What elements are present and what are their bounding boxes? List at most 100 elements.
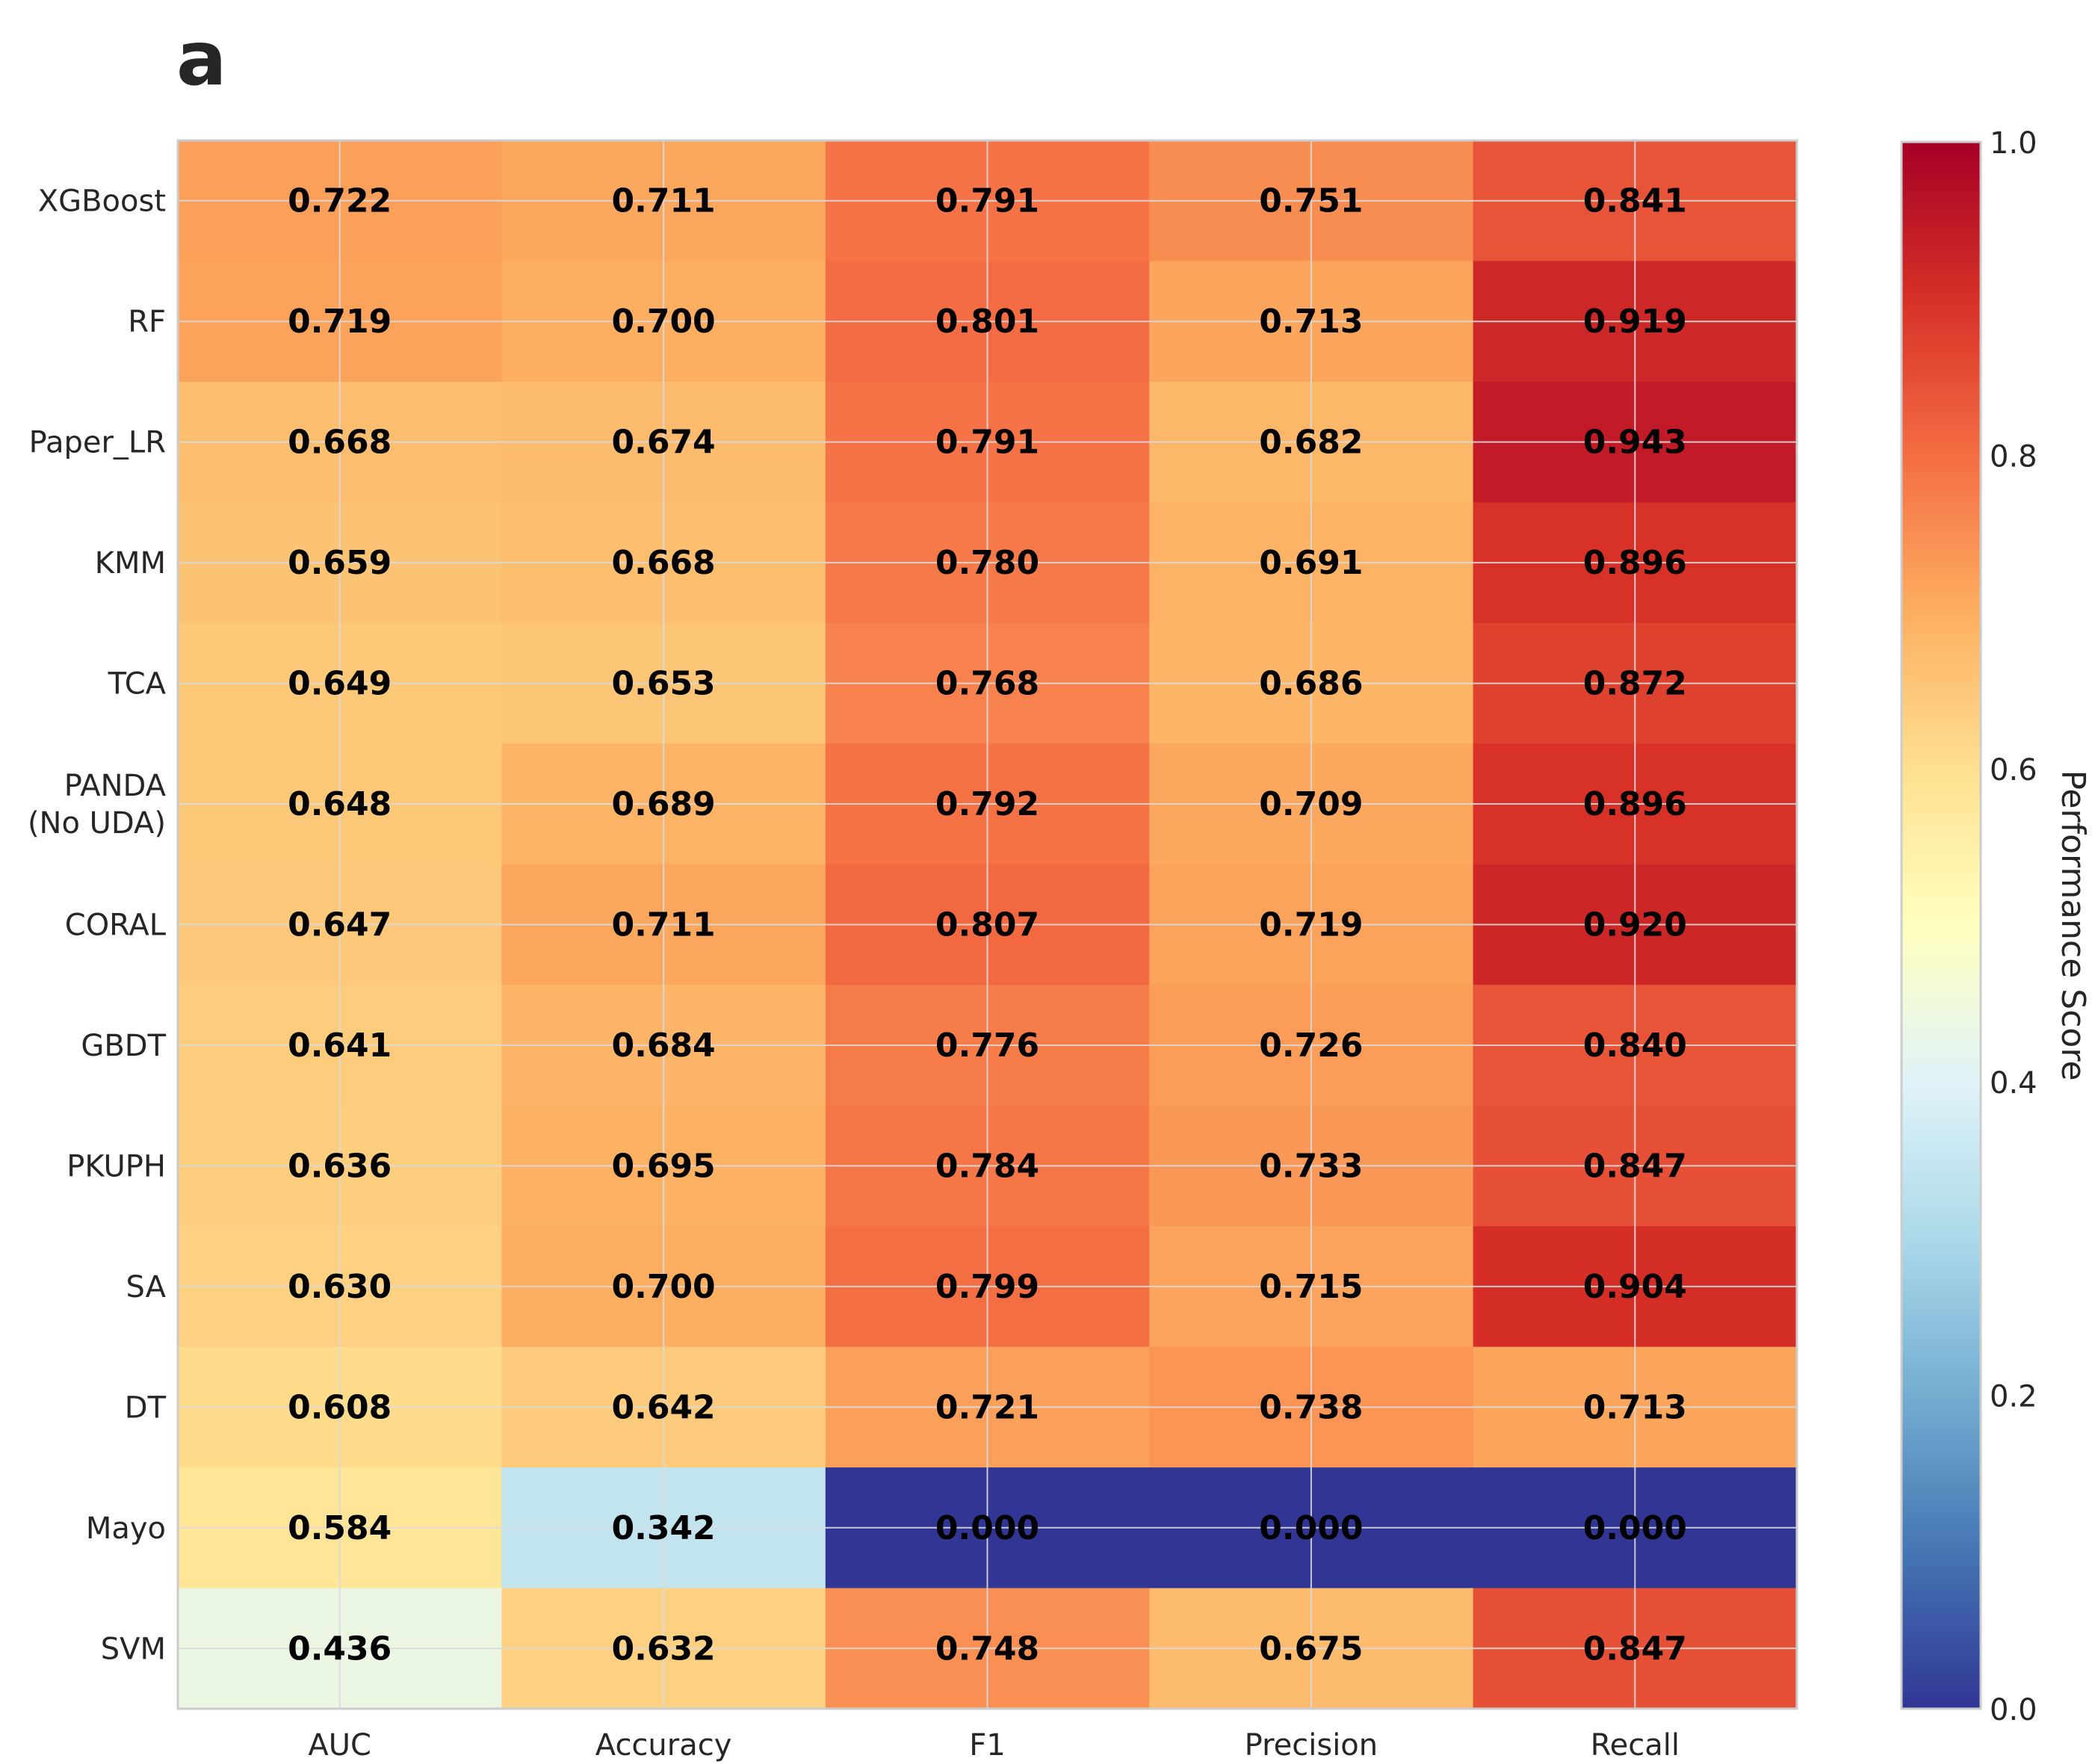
x-tick-label: Accuracy	[595, 1728, 732, 1763]
y-tick-label: XGBoost	[38, 185, 166, 219]
y-tick-labels: XGBoost RF Paper_LR KMM TCA PANDA (No UDA) CORA…	[28, 185, 167, 1667]
colorbar-gradient	[1900, 140, 1982, 1710]
cell-value-label: 0.711	[612, 906, 716, 944]
cell-value-label: 0.709	[1259, 785, 1363, 823]
colorbar-ticks: 0.0 0.2 0.4 0.6 0.8 1.0	[1990, 126, 2037, 1727]
cell-value-label: 0.722	[288, 182, 392, 220]
cell-value-label: 0.632	[612, 1630, 716, 1668]
y-tick-label: SVM	[101, 1632, 166, 1666]
cell-value-label: 0.675	[1259, 1630, 1363, 1668]
cell-value-label: 0.791	[935, 182, 1039, 220]
cell-value-labels: 0.722 0.711 0.791 0.751 0.841 0.719 0.700 0.801…	[288, 182, 1687, 1668]
cell-value-label: 0.653	[612, 665, 716, 703]
y-tick-label: Paper_LR	[29, 426, 166, 460]
cell-value-label: 0.847	[1583, 1147, 1687, 1185]
cell-value-label: 0.000	[1583, 1509, 1687, 1547]
cell-value-label: 0.904	[1583, 1268, 1687, 1306]
cell-value-label: 0.776	[935, 1027, 1039, 1065]
cell-value-label: 0.711	[612, 182, 716, 220]
cell-value-label: 0.715	[1259, 1268, 1363, 1306]
cell-value-label: 0.768	[935, 665, 1039, 703]
y-tick-label: Mayo	[86, 1511, 166, 1546]
cell-value-label: 0.584	[288, 1509, 392, 1547]
x-tick-label: F1	[969, 1728, 1005, 1763]
x-tick-label: AUC	[308, 1728, 371, 1763]
cell-value-label: 0.713	[1259, 303, 1363, 341]
y-tick-label: PKUPH	[66, 1149, 166, 1183]
cell-value-label: 0.896	[1583, 544, 1687, 582]
cell-value-label: 0.719	[288, 303, 392, 341]
cell-value-label: 0.700	[612, 1268, 716, 1306]
cell-value-label: 0.691	[1259, 544, 1363, 582]
cell-value-label: 0.641	[288, 1027, 392, 1065]
cell-value-label: 0.847	[1583, 1630, 1687, 1668]
y-tick-label: GBDT	[81, 1029, 166, 1063]
y-tick-label: KMM	[95, 546, 166, 581]
cell-value-label: 0.738	[1259, 1388, 1363, 1426]
cell-value-label: 0.659	[288, 544, 392, 582]
colorbar: 0.0 0.2 0.4 0.6 0.8 1.0 Performance Score	[1900, 126, 2092, 1727]
y-tick-label: RF	[128, 305, 166, 339]
x-tick-labels: AUC Accuracy F1 Precision Recall	[308, 1728, 1680, 1763]
cell-value-label: 0.751	[1259, 182, 1363, 220]
cell-value-label: 0.342	[612, 1509, 716, 1547]
y-tick-label: SA	[126, 1270, 167, 1305]
cell-value-label: 0.668	[612, 544, 716, 582]
cell-value-label: 0.000	[1259, 1509, 1363, 1547]
cell-value-label: 0.807	[935, 906, 1039, 944]
cell-value-label: 0.636	[288, 1147, 392, 1185]
heatmap-gridlines	[178, 140, 1797, 1709]
cell-value-label: 0.801	[935, 303, 1039, 341]
cell-value-label: 0.000	[935, 1509, 1039, 1547]
cell-value-label: 0.674	[612, 424, 716, 462]
y-tick-label: TCA	[108, 667, 167, 702]
colorbar-tick-label: 0.4	[1990, 1066, 2037, 1101]
cell-value-label: 0.943	[1583, 424, 1687, 462]
x-tick-label: Precision	[1245, 1728, 1378, 1763]
cell-value-label: 0.695	[612, 1147, 716, 1185]
cell-value-label: 0.721	[935, 1388, 1039, 1426]
cell-value-label: 0.799	[935, 1268, 1039, 1306]
cell-value-label: 0.689	[612, 785, 716, 823]
colorbar-tick-label: 0.2	[1990, 1380, 2037, 1414]
y-tick-label: DT	[125, 1390, 167, 1425]
cell-value-label: 0.684	[612, 1027, 716, 1065]
colorbar-tick-label: 0.8	[1990, 439, 2037, 474]
cell-value-label: 0.919	[1583, 303, 1687, 341]
cell-value-label: 0.713	[1583, 1388, 1687, 1426]
cell-value-label: 0.784	[935, 1147, 1039, 1185]
cell-value-label: 0.840	[1583, 1027, 1687, 1065]
cell-value-label: 0.896	[1583, 785, 1687, 823]
plot-frame	[176, 139, 1798, 1710]
cell-value-label: 0.608	[288, 1388, 392, 1426]
cell-value-label: 0.648	[288, 785, 392, 823]
colorbar-tick-label: 1.0	[1990, 126, 2037, 161]
colorbar-label: Performance Score	[2054, 770, 2092, 1080]
cell-value-label: 0.647	[288, 906, 392, 944]
panel-label: a	[176, 15, 227, 102]
cell-value-label: 0.686	[1259, 665, 1363, 703]
cell-value-label: 0.649	[288, 665, 392, 703]
cell-value-label: 0.920	[1583, 906, 1687, 944]
cell-value-label: 0.792	[935, 785, 1039, 823]
colorbar-tick-label: 0.6	[1990, 753, 2037, 787]
cell-value-label: 0.791	[935, 424, 1039, 462]
colorbar-tick-label: 0.0	[1990, 1693, 2037, 1727]
cell-value-label: 0.841	[1583, 182, 1687, 220]
cell-value-label: 0.668	[288, 424, 392, 462]
cell-value-label: 0.436	[288, 1630, 392, 1668]
cell-value-label: 0.682	[1259, 424, 1363, 462]
cell-value-label: 0.726	[1259, 1027, 1363, 1065]
cell-value-label: 0.872	[1583, 665, 1687, 703]
cell-value-label: 0.700	[612, 303, 716, 341]
cell-value-label: 0.780	[935, 544, 1039, 582]
cell-value-label: 0.733	[1259, 1147, 1363, 1185]
cell-value-label: 0.642	[612, 1388, 716, 1426]
y-tick-label: CORAL	[65, 909, 167, 943]
x-tick-label: Recall	[1591, 1728, 1680, 1763]
cell-value-label: 0.719	[1259, 906, 1363, 944]
cell-value-label: 0.748	[935, 1630, 1039, 1668]
y-tick-label: PANDA (No UDA)	[28, 769, 167, 841]
cell-value-label: 0.630	[288, 1268, 392, 1306]
